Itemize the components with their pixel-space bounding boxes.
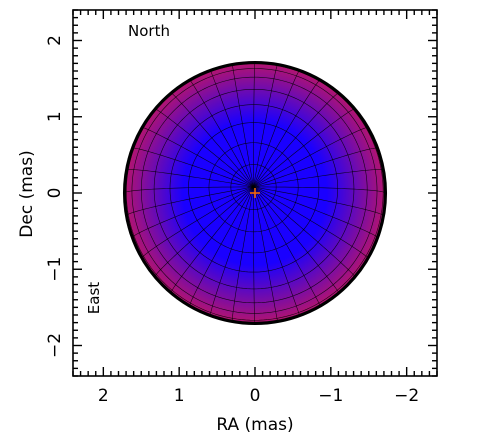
east-label: East <box>85 282 103 314</box>
grid-meridian <box>170 186 254 293</box>
grid-meridian <box>132 147 254 188</box>
grid-meridian <box>253 186 378 238</box>
x-tick-label: 0 <box>250 386 261 406</box>
grid-meridian <box>253 186 356 277</box>
center-marker <box>250 188 260 198</box>
grid-meridian <box>253 92 339 188</box>
x-tick-label: 1 <box>174 386 185 406</box>
grid-meridian <box>253 127 368 188</box>
grid-meridian <box>132 186 254 238</box>
x-tick-label: −2 <box>394 386 419 406</box>
y-tick-label: 2 <box>45 35 65 46</box>
grid-meridian <box>253 108 355 188</box>
grid-meridian <box>253 186 369 259</box>
grid-meridian <box>253 62 256 187</box>
grid-meridian <box>232 64 254 187</box>
grid-meridian <box>253 186 340 293</box>
grid-meridian <box>253 147 378 188</box>
grid-meridian <box>231 186 254 322</box>
grid-meridian <box>253 79 321 188</box>
axis-ticks <box>72 9 438 377</box>
grid-parallel <box>230 164 277 210</box>
grid-meridian <box>189 79 254 188</box>
x-tick-label: 2 <box>98 386 109 406</box>
grid-parallel <box>169 104 338 273</box>
grid-meridian <box>154 186 254 277</box>
grid-meridian <box>253 169 384 188</box>
grid-meridian <box>210 70 254 188</box>
grid-parallel <box>208 142 299 233</box>
grid-meridian <box>253 186 384 216</box>
grid-meridian <box>126 169 254 188</box>
grid-meridian <box>253 186 278 322</box>
grid-meridian <box>124 186 254 193</box>
grid-meridian <box>253 186 300 316</box>
y-tick-label: 0 <box>45 188 65 199</box>
y-tick-label: −2 <box>45 333 65 358</box>
grid-meridian <box>141 127 254 188</box>
grid-meridian <box>253 186 256 324</box>
axis-tick-labels: 2 1 0 −1 −2 −2 −1 0 1 2 <box>45 35 419 406</box>
grid-meridian <box>141 186 254 259</box>
y-axis-label: Dec (mas) <box>17 150 37 237</box>
grid-parallel <box>188 122 320 254</box>
grid-meridian <box>253 70 300 188</box>
grid-meridian <box>209 186 254 316</box>
stellar-disk-limb <box>122 60 388 326</box>
grid-parallel <box>140 76 368 304</box>
y-tick-label: 1 <box>45 111 65 122</box>
grid-meridian <box>253 64 278 187</box>
x-tick-label: −1 <box>318 386 343 406</box>
north-label: North <box>128 22 170 40</box>
latitude-longitude-grid <box>124 62 386 324</box>
grid-meridian <box>126 186 254 216</box>
grid-meridian <box>171 92 254 188</box>
grid-meridian <box>253 186 321 307</box>
grid-meridian <box>253 186 386 194</box>
x-axis-label: RA (mas) <box>216 415 293 435</box>
grid-parallel <box>131 68 378 314</box>
grid-meridian <box>155 108 254 188</box>
grid-meridian <box>189 186 254 306</box>
y-tick-label: −1 <box>45 257 65 282</box>
grid-parallel <box>153 88 355 290</box>
